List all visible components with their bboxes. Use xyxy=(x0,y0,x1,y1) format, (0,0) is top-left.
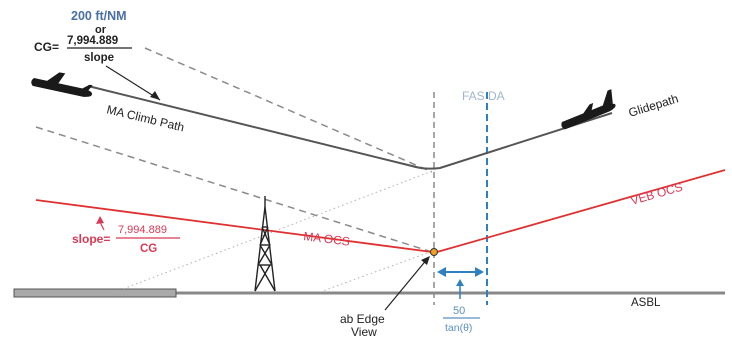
tower-icon xyxy=(254,196,276,292)
ma-ocs-label: MA OCS xyxy=(303,229,351,249)
airplane-left-icon xyxy=(31,72,93,97)
dimension-arrowhead-left xyxy=(437,267,446,277)
cg-pointer-arrowhead xyxy=(150,91,160,100)
slope-numerator: 7,994.889 xyxy=(118,224,167,236)
asbl-label: ASBL xyxy=(631,297,661,309)
edge-view-label-line2: View xyxy=(351,325,377,338)
slope-pointer-arrowhead xyxy=(96,216,104,224)
cg-pointer-arrow-line xyxy=(105,65,161,101)
edge-view-arrowhead xyxy=(421,256,430,265)
edge-view-pointer-line xyxy=(384,257,429,311)
ma-ocs-line xyxy=(35,199,433,253)
dimension-numerator: 50 xyxy=(453,305,465,317)
dashed-line-lower xyxy=(35,126,433,253)
cg-label: CG= xyxy=(34,40,59,54)
cg-numerator-top: 200 ft/NM xyxy=(71,9,127,23)
veb-ocs-label: VEB OCS xyxy=(629,180,684,208)
cg-numerator: 7,994.889 xyxy=(67,35,118,47)
cg-or: or xyxy=(95,24,107,36)
airplane-right-icon xyxy=(561,89,616,130)
dimension-denominator: tan(θ) xyxy=(445,322,472,334)
slope-label: slope= xyxy=(72,232,110,246)
veb-ocs-line xyxy=(436,169,726,253)
slope-denominator: CG xyxy=(140,243,157,255)
glidepath-label: Glidepath xyxy=(627,91,680,119)
ocs-origin-point xyxy=(430,248,438,256)
ma-climb-path xyxy=(87,85,613,170)
dotted-line-lower xyxy=(319,251,431,293)
dimension-arrowhead-right xyxy=(475,267,484,277)
dashed-line-upper xyxy=(144,47,433,173)
cg-denominator: slope xyxy=(84,52,114,64)
edge-view-label-line1: ab Edge xyxy=(340,312,385,326)
fas-da-label: FAS DA xyxy=(462,89,505,103)
slope-pointer-line xyxy=(99,221,105,231)
dimension-pointer-arrowhead xyxy=(456,279,464,286)
runway xyxy=(13,288,177,298)
